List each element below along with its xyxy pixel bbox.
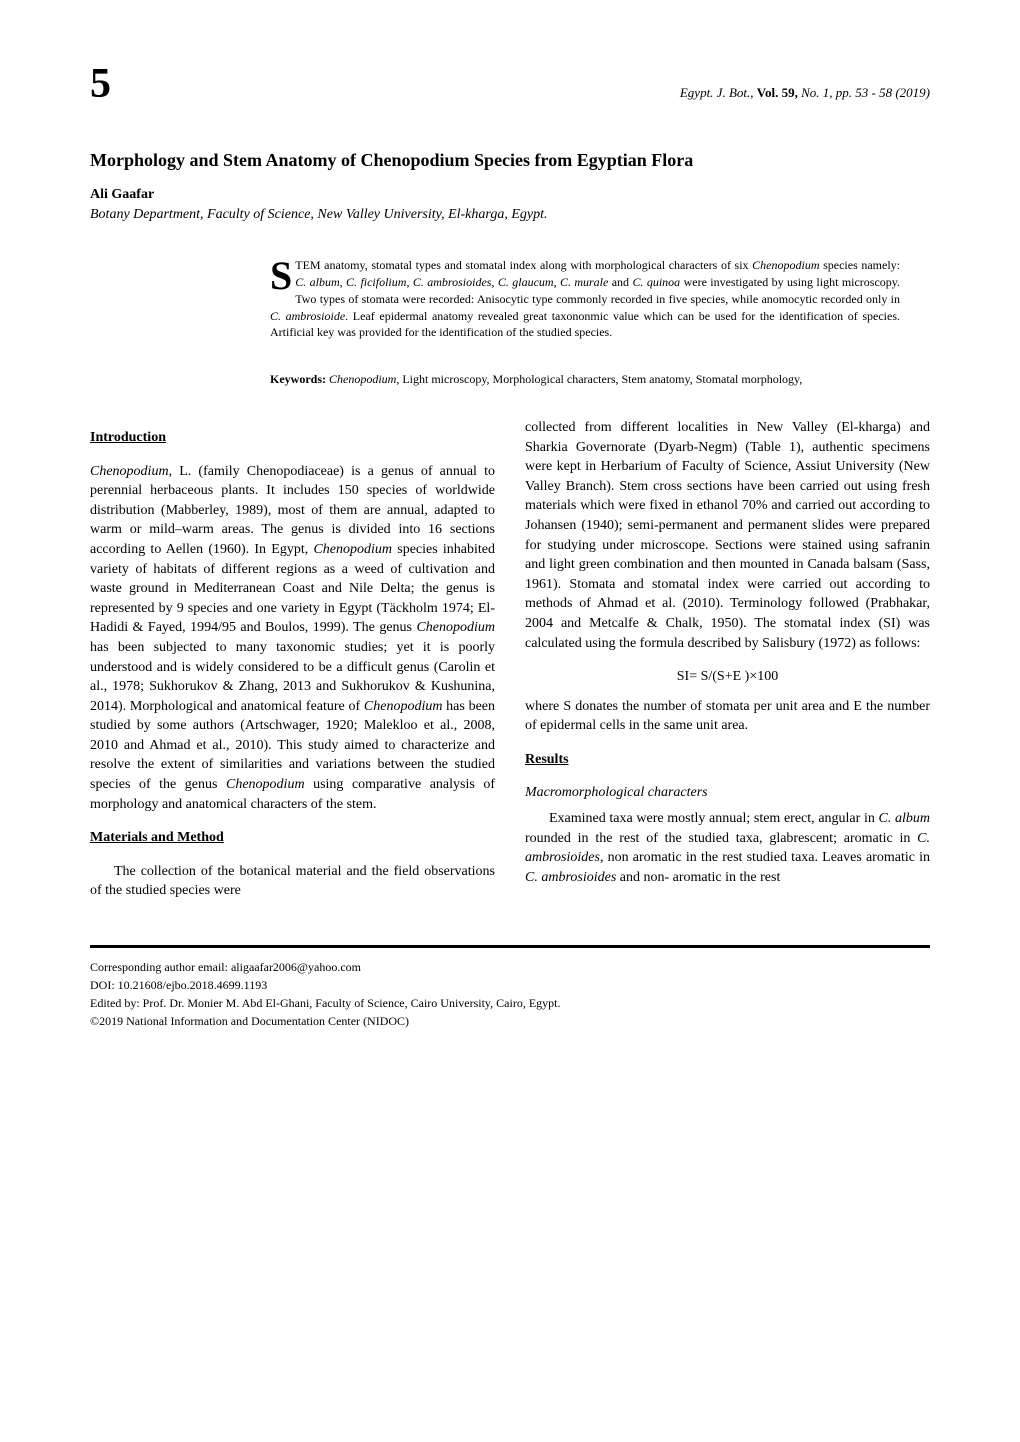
species-name: C. ambrosioides bbox=[413, 275, 492, 289]
keywords-list: , Light microscopy, Morphological charac… bbox=[396, 372, 802, 386]
results-text: , non aromatic in the rest studied taxa.… bbox=[600, 850, 930, 865]
species-name: Chenopodium bbox=[329, 372, 396, 386]
species-name: Chenopodium bbox=[226, 777, 305, 792]
journal-pages: No. 1, pp. 53 - 58 (2019) bbox=[798, 85, 930, 100]
species-name: C. murale bbox=[560, 275, 608, 289]
heading-text: Introduction bbox=[90, 430, 166, 445]
species-name: C. ambrosioide bbox=[270, 309, 345, 323]
species-name: Chenopodium bbox=[90, 464, 169, 479]
species-name: C. ambrosioides bbox=[525, 870, 616, 885]
footer: Corresponding author email: aligaafar200… bbox=[90, 958, 930, 1030]
abstract-text-4: . Leaf epidermal anatomy revealed great … bbox=[270, 309, 900, 340]
materials-paragraph-start: The collection of the botanical material… bbox=[90, 862, 495, 901]
header-row: 5 Egypt. J. Bot., Vol. 59, No. 1, pp. 53… bbox=[90, 60, 930, 108]
intro-paragraph: Chenopodium, L. (family Chenopodiaceae) … bbox=[90, 462, 495, 815]
species-name: Chenopodium bbox=[416, 620, 495, 635]
species-name: Chenopodium bbox=[313, 542, 392, 557]
materials-paragraph-2: where S donates the number of stomata pe… bbox=[525, 697, 930, 736]
journal-vol: Vol. 59, bbox=[757, 85, 798, 100]
species-name: C. quinoa bbox=[632, 275, 680, 289]
journal-reference: Egypt. J. Bot., Vol. 59, No. 1, pp. 53 -… bbox=[680, 85, 930, 101]
species-name: C. ficifolium bbox=[346, 275, 406, 289]
results-heading: Results bbox=[525, 750, 930, 770]
chapter-number: 5 bbox=[90, 60, 111, 108]
corresponding-author: Corresponding author email: aligaafar200… bbox=[90, 958, 930, 976]
journal-name: Egypt. J. Bot., bbox=[680, 85, 754, 100]
author-affiliation: Botany Department, Faculty of Science, N… bbox=[90, 207, 930, 223]
keywords-block: Keywords: Chenopodium, Light microscopy,… bbox=[270, 371, 900, 388]
results-text: Examined taxa were mostly annual; stem e… bbox=[549, 811, 879, 826]
page-title: Morphology and Stem Anatomy of Chenopodi… bbox=[90, 148, 930, 173]
body-columns: Introduction Chenopodium, L. (family Che… bbox=[90, 418, 930, 915]
doi: DOI: 10.21608/ejbo.2018.4699.1193 bbox=[90, 976, 930, 994]
author-name: Ali Gaafar bbox=[90, 187, 930, 203]
materials-paragraph-cont: collected from different localities in N… bbox=[525, 418, 930, 653]
keywords-label: Keywords: bbox=[270, 372, 326, 386]
heading-text: Materials and Method bbox=[90, 830, 224, 845]
footer-divider bbox=[90, 945, 930, 948]
abstract: STEM anatomy, stomatal types and stomata… bbox=[270, 257, 900, 341]
abstract-text-1: TEM anatomy, stomatal types and stomatal… bbox=[295, 258, 752, 272]
drop-cap: S bbox=[270, 257, 295, 293]
results-text: rounded in the rest of the studied taxa,… bbox=[525, 831, 917, 846]
species-name: C. album bbox=[295, 275, 339, 289]
materials-heading: Materials and Method bbox=[90, 828, 495, 848]
species-name: Chenopodium bbox=[364, 699, 443, 714]
right-column: collected from different localities in N… bbox=[525, 418, 930, 915]
copyright: ©2019 National Information and Documenta… bbox=[90, 1012, 930, 1030]
formula: SI= S/(S+E )×100 bbox=[525, 667, 930, 687]
left-column: Introduction Chenopodium, L. (family Che… bbox=[90, 418, 495, 915]
abstract-text-2: species namely: bbox=[820, 258, 901, 272]
species-name: C. glaucum bbox=[498, 275, 554, 289]
species-name: C. album bbox=[879, 811, 931, 826]
edited-by: Edited by: Prof. Dr. Monier M. Abd El-Gh… bbox=[90, 994, 930, 1012]
macro-subheading: Macromorphological characters bbox=[525, 783, 930, 803]
results-text: and non- aromatic in the rest bbox=[616, 870, 780, 885]
introduction-heading: Introduction bbox=[90, 428, 495, 448]
species-name: Chenopodium bbox=[752, 258, 819, 272]
heading-text: Results bbox=[525, 752, 569, 767]
results-paragraph: Examined taxa were mostly annual; stem e… bbox=[525, 809, 930, 887]
